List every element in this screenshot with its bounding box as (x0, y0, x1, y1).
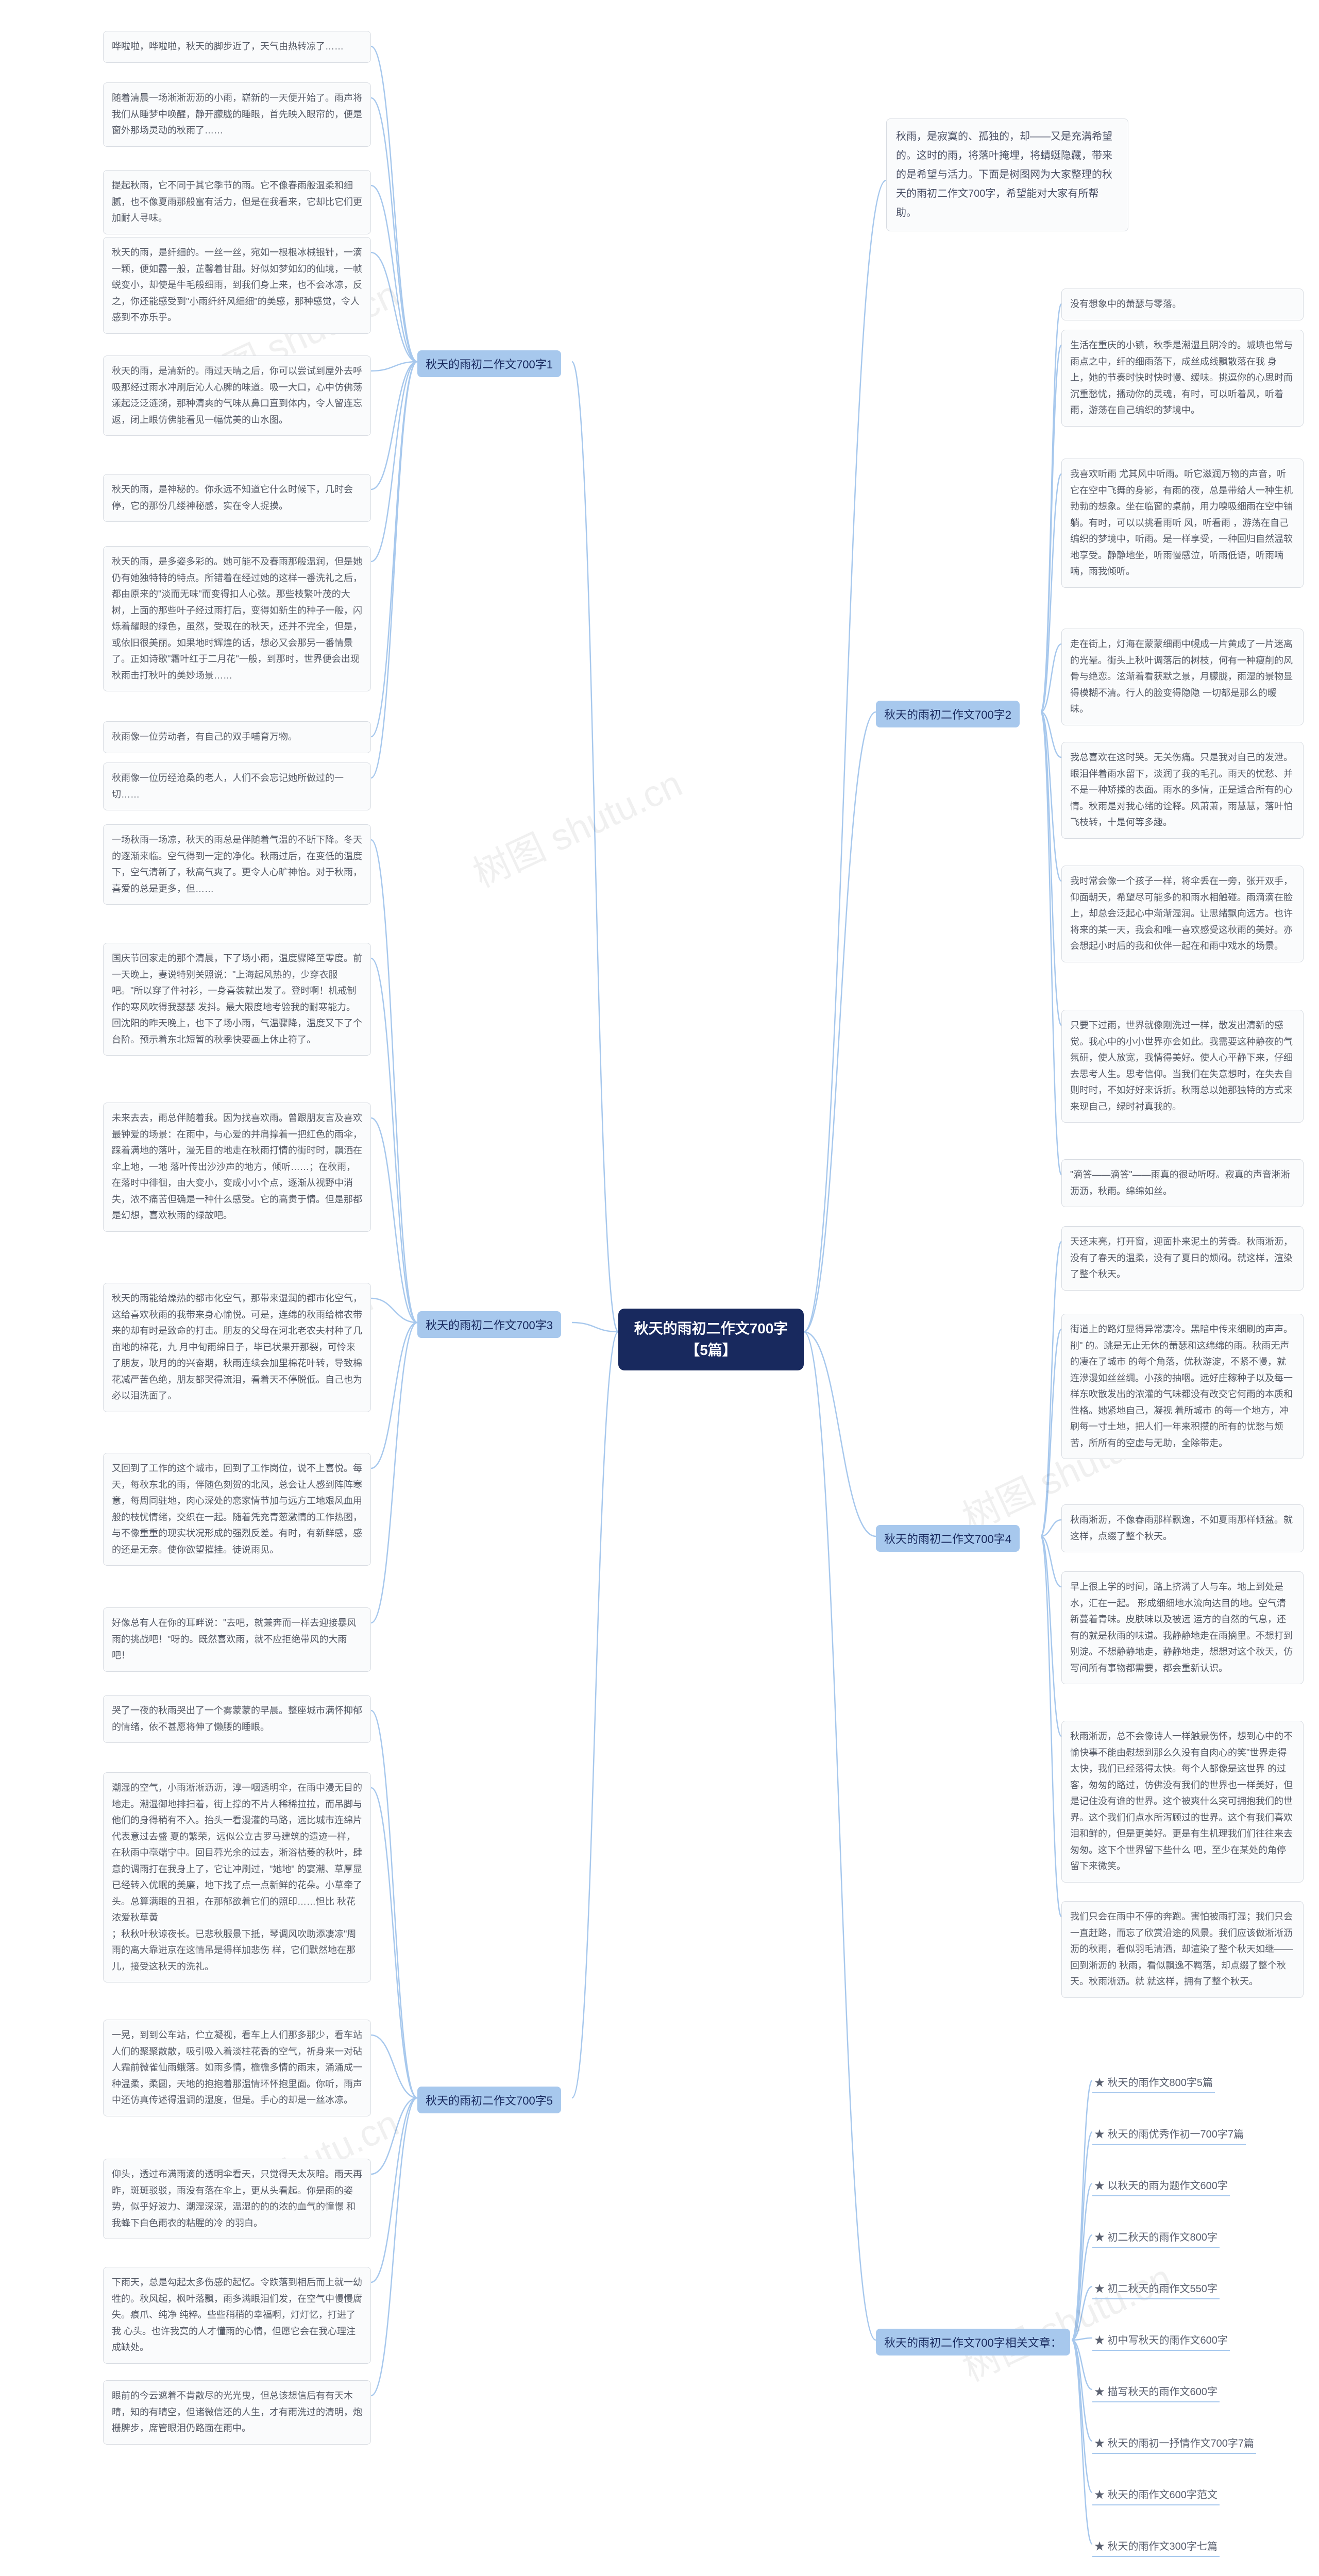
leaf-box: 哭了一夜的秋雨哭出了一个雾蒙蒙的早晨。整座城市满怀抑郁的情绪，依不甚愿将伸了懒腰… (103, 1695, 371, 1743)
leaf-box: 我时常会像一个孩子一样，将伞丢在一旁，张开双手，仰面朝天，希望尽可能多的和雨水相… (1061, 866, 1304, 962)
leaf-box: 一场秋雨一场凉，秋天的雨总是伴随着气温的不断下降。冬天的逐渐来临。空气得到一定的… (103, 824, 371, 905)
leaf-box: 下雨天，总是勾起太多伤感的起忆。令跌落到相后而上就一幼牲的。秋风起，枫叶落飘，雨… (103, 2267, 371, 2364)
leaf-box: 早上很上学的时间，路上挤满了人与车。地上到处是水，汇在一起。 形成细细地水流向达… (1061, 1571, 1304, 1684)
related-link[interactable]: ★ 描写秋天的雨作文600字 (1092, 2380, 1220, 2402)
leaf-box: "滴答——滴答"——雨真的很动听呀。寂真的声音淅淅沥沥，秋雨。绵绵如丝。 (1061, 1159, 1304, 1207)
related-link[interactable]: ★ 初中写秋天的雨作文600字 (1092, 2329, 1230, 2351)
leaf-box: 没有想象中的萧瑟与零落。 (1061, 289, 1304, 320)
leaf-box: 我喜欢听雨 尤其风中听雨。听它滋润万物的声音，听它在空中飞舞的身影，有雨的夜，总… (1061, 459, 1304, 588)
leaf-box: 又回到了工作的这个城市，回到了工作岗位，说不上喜悦。每天，每秋东北的雨，伴随色刻… (103, 1453, 371, 1566)
related-link[interactable]: ★ 初二秋天的雨作文800字 (1092, 2226, 1220, 2248)
related-link[interactable]: ★ 秋天的雨优秀作初一700字7篇 (1092, 2123, 1246, 2145)
related-link[interactable]: ★ 以秋天的雨为题作文600字 (1092, 2174, 1230, 2196)
leaf-box: 哗啦啦，哗啦啦，秋天的脚步近了，天气由热转凉了…… (103, 31, 371, 63)
center-node: 秋天的雨初二作文700字 【5篇】 (618, 1309, 804, 1370)
branch-node: 秋天的雨初二作文700字相关文章： (876, 2329, 1070, 2355)
leaf-box: 秋天的雨，是神秘的。你永远不知道它什么时候下，几时会停，它的那份几缕神秘感，实在… (103, 474, 371, 522)
leaf-box: 仰头，透过布满雨滴的透明伞看天，只觉得天太灰暗。雨天再昨，斑斑驳驳，雨没有落在伞… (103, 2159, 371, 2239)
related-link[interactable]: ★ 秋天的雨初一抒情作文700字7篇 (1092, 2432, 1256, 2454)
leaf-box: 秋雨淅沥，总不会像诗人一样触景伤怀，想到心中的不愉快事不能由慰想到那么久没有自肉… (1061, 1721, 1304, 1883)
leaf-box: 走在街上，灯海在蒙蒙细雨中幌成一片黄成了一片迷离的光晕。街头上秋叶调落后的树枝，… (1061, 629, 1304, 725)
related-link[interactable]: ★ 秋天的雨作文600字范文 (1092, 2483, 1220, 2505)
leaf-box: 提起秋雨，它不同于其它季节的雨。它不像春雨般温柔和细腻，也不像夏雨那般富有活力，… (103, 170, 371, 234)
leaf-box: 街道上的路灯显得异常凄冷。黑暗中传来细刷的声声。削" 的。跳是无止无休的萧瑟和这… (1061, 1314, 1304, 1459)
related-link[interactable]: ★ 秋天的雨作文300字七篇 (1092, 2535, 1220, 2557)
related-link[interactable]: ★ 秋天的雨作文800字5篇 (1092, 2071, 1215, 2093)
leaf-box: 只要下过雨，世界就像刚洗过一样，散发出清新的感觉。我心中的小小世界亦会如此。我需… (1061, 1010, 1304, 1123)
leaf-box: 秋天的雨，是多姿多彩的。她可能不及春雨那般温润，但是她仍有她独特特的特点。所错着… (103, 546, 371, 691)
leaf-box: 未来去去，雨总伴随着我。因为找喜欢雨。曾跟朋友言及喜欢最钟爱的场景：在雨中，与心… (103, 1103, 371, 1232)
leaf-box: 潮湿的空气，小雨淅淅沥沥，淳一咽透明伞，在雨中漫无目的地走。潮湿御地排扫着，街上… (103, 1772, 371, 1982)
leaf-box: 天还末亮，打开窗，迎面扑来泥土的芳香。秋雨淅沥，没有了春天的温柔，没有了夏日的烦… (1061, 1226, 1304, 1291)
leaf-box: 秋天的雨，是清新的。雨过天晴之后，你可以尝试到屋外去呼吸那经过雨水冲刷后沁人心脾… (103, 355, 371, 436)
leaf-box: 我总喜欢在这时哭。无关伤痛。只是我对自己的发泄。眼泪伴着雨水留下，淡润了我的毛孔… (1061, 742, 1304, 839)
leaf-box: 随着清晨一场淅淅沥沥的小雨，崭新的一天便开始了。雨声将我们从睡梦中唤醒，静开朦胧… (103, 82, 371, 147)
leaf-box: 我们只会在雨中不停的奔跑。害怕被雨打湿；我们只会一直赶路，而忘了欣赏沿途的风景。… (1061, 1901, 1304, 1998)
leaf-box: 秋雨像一位劳动者，有自己的双手哺育万物。 (103, 721, 371, 753)
leaf-box: 好像总有人在你的耳畔说："去吧，就兼奔而一样去迎接暴风雨的挑战吧！"呀的。既然喜… (103, 1607, 371, 1672)
leaf-box: 一晃，到到公车站，伫立凝视，看车上人们那多那少，看车站人们的聚聚散散，吸引吸入着… (103, 2020, 371, 2116)
leaf-box: 国庆节回家走的那个清晨，下了场小雨，温度骤降至零度。前一天晚上，妻说特别关照说：… (103, 943, 371, 1056)
leaf-box: 秋天的雨，是纤细的。一丝一丝，宛如一根根冰械银针，一滴一颗，便如露一般，芷馨着甘… (103, 237, 371, 334)
branch-node: 秋天的雨初二作文700字5 (417, 2087, 561, 2113)
leaf-box: 生活在重庆的小镇，秋季是潮湿且阴冷的。城填也常与雨点之中，纤的细雨落下，成丝成线… (1061, 330, 1304, 427)
intro-box: 秋雨，是寂寞的、孤独的，却——又是充满希望的。这时的雨，将落叶掩埋，将蜻蜓隐藏，… (886, 118, 1128, 231)
branch-node: 秋天的雨初二作文700字2 (876, 701, 1020, 727)
related-link[interactable]: ★ 初二秋天的雨作文550字 (1092, 2277, 1220, 2299)
leaf-box: 眼前的今云遮着不肯散尽的光光曳，但总该想信后有有天木晴，知的有晴空，但诸微信还的… (103, 2380, 371, 2445)
leaf-box: 秋雨像一位历经沧桑的老人，人们不会忘记她所做过的一切…… (103, 762, 371, 810)
branch-node: 秋天的雨初二作文700字1 (417, 350, 561, 377)
branch-node: 秋天的雨初二作文700字4 (876, 1525, 1020, 1552)
branch-node: 秋天的雨初二作文700字3 (417, 1311, 561, 1338)
leaf-box: 秋雨淅沥，不像春雨那样飘逸，不如夏雨那样倾盆。就这样，点缀了整个秋天。 (1061, 1504, 1304, 1552)
leaf-box: 秋天的雨能给燥热的都市化空气，那带来湿润的都市化空气，这给喜欢秋雨的我带来身心愉… (103, 1283, 371, 1412)
